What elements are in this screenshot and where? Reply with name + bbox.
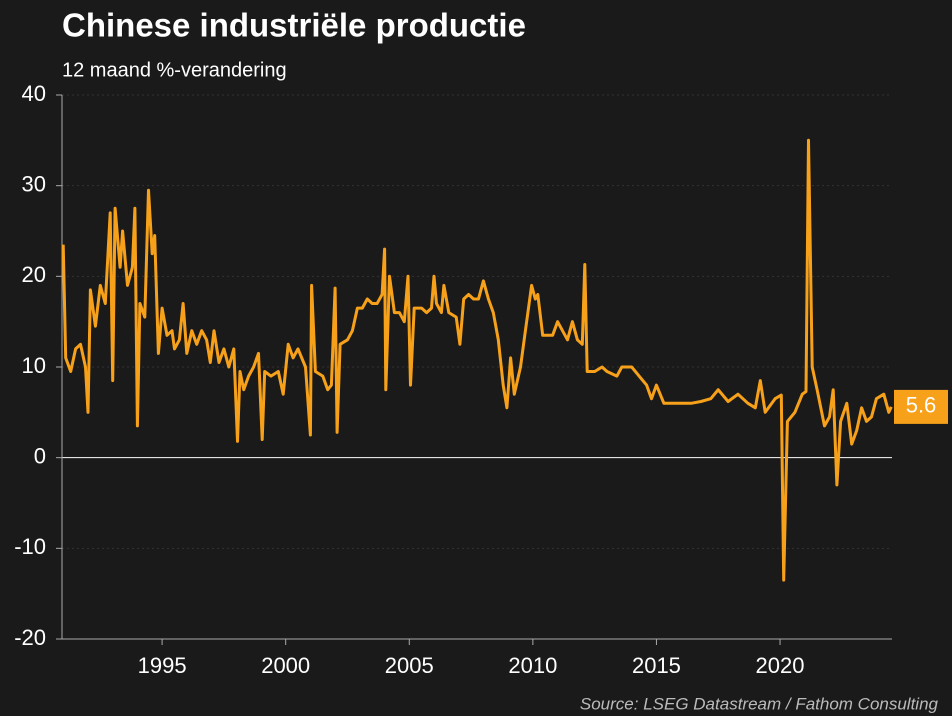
chart-title: Chinese industriële productie <box>62 7 526 44</box>
x-tick-label: 2000 <box>261 653 310 678</box>
chart-subtitle: 12 maand %-verandering <box>62 59 287 81</box>
y-tick-label: 40 <box>22 81 46 106</box>
last-value-box <box>894 389 948 424</box>
source: Source: LSEG Datastream / Fathom Consult… <box>580 694 939 713</box>
last-value-label: 5.6 <box>906 393 937 418</box>
x-tick-label: 2005 <box>385 653 434 678</box>
x-tick-label: 2015 <box>632 653 681 678</box>
y-tick-label: -10 <box>14 534 46 559</box>
y-tick-label: 0 <box>34 443 46 468</box>
line <box>61 138 893 582</box>
y-tick-label: 30 <box>22 171 46 196</box>
x-tick-label: 2020 <box>756 653 805 678</box>
x-tick-label: 1995 <box>138 653 187 678</box>
y-tick-label: 10 <box>22 353 46 378</box>
y-tick-label: 20 <box>22 262 46 287</box>
y-tick-label: -20 <box>14 625 46 650</box>
x-tick-label: 2010 <box>508 653 557 678</box>
